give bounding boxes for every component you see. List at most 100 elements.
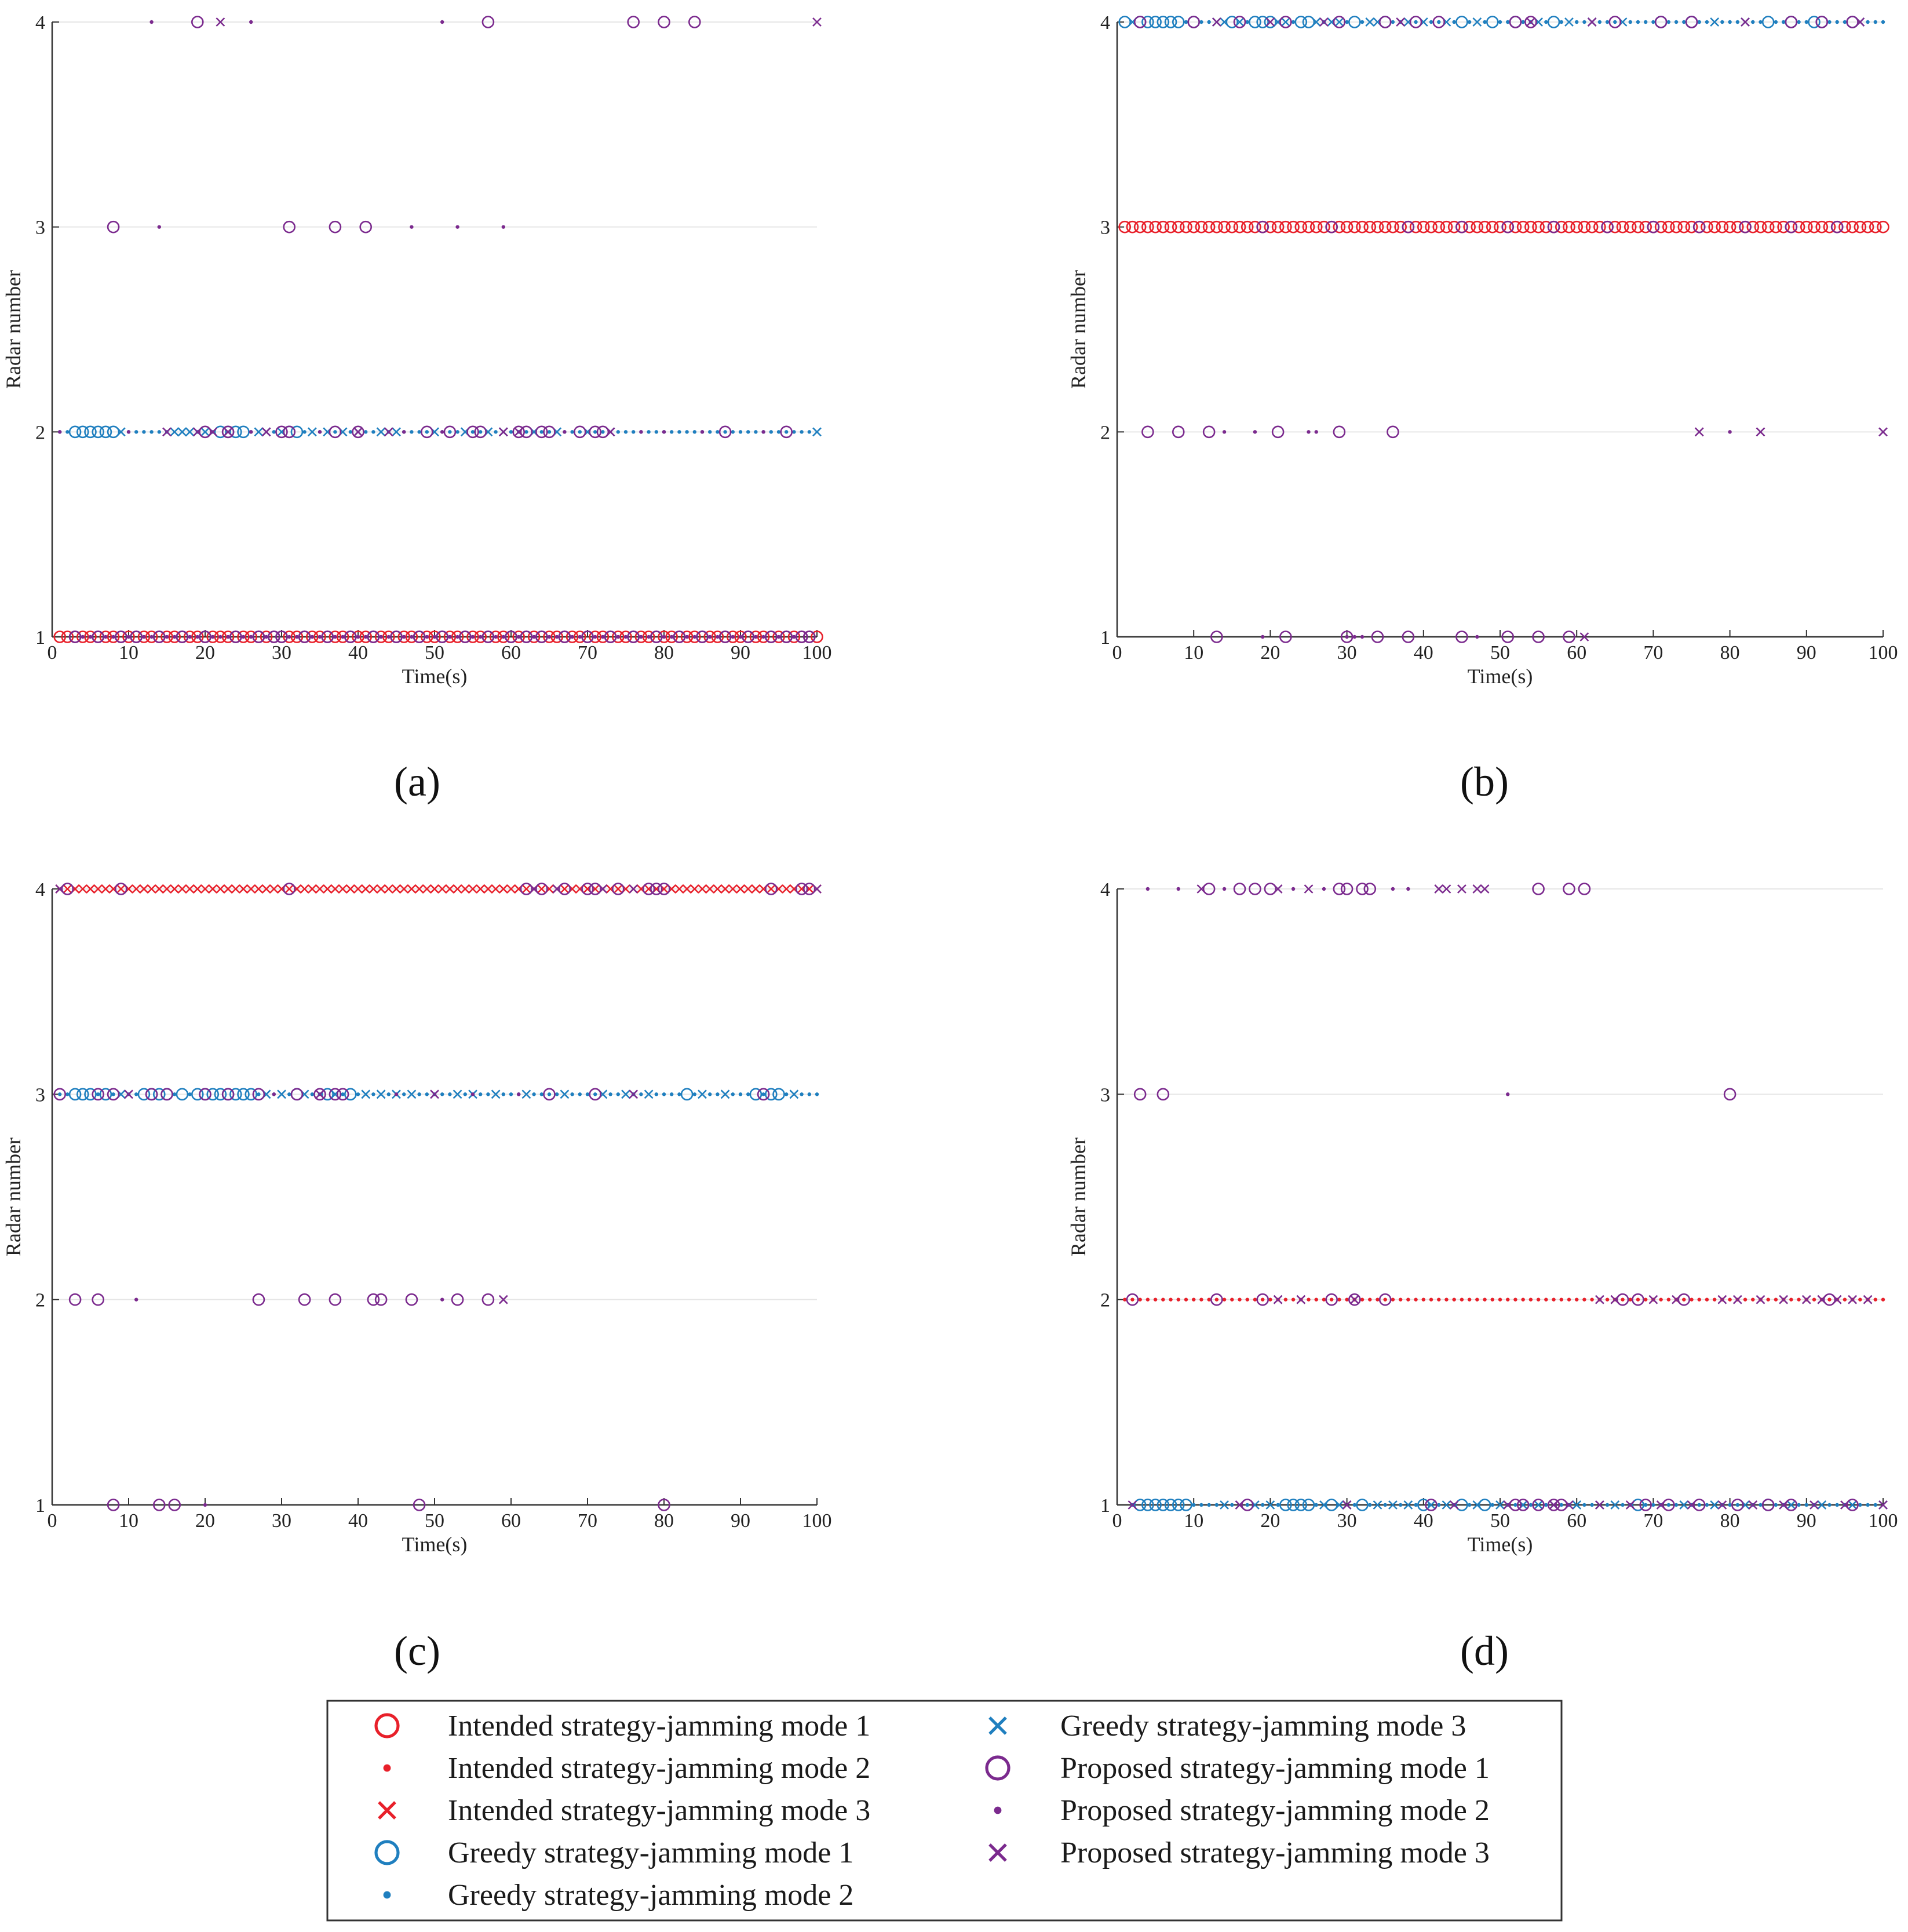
panel-c-intended-radar4-point (521, 884, 531, 894)
panel-b-greedy-radar4-point (1348, 16, 1361, 28)
panel-d-proposed-radar4-dot (1291, 887, 1296, 891)
panel-a-x-tick-label: 90 (731, 642, 750, 664)
panel-b-intended-radar3-point (1746, 220, 1760, 234)
panel-c-proposed-radar2-circle (367, 1293, 380, 1306)
panel-b-greedy-radar4-point (1797, 20, 1801, 24)
panel-c-greedy-radar3-point (257, 1092, 261, 1096)
panel-c-y-tick-label: 4 (35, 879, 45, 901)
panel-c-proposed-radar2-dot (134, 1297, 138, 1302)
panel-a-greedy-radar2-point (616, 430, 621, 434)
panel-d-greedy-radar1-point (1230, 1503, 1234, 1507)
panel-c: (c) 0 10 20 30 40 50 60 70 80 90 100 1 2 3 4 Time(s) Rad… (2, 879, 832, 1674)
panel-a-x-tick-label: 70 (578, 642, 597, 664)
panel-a-greedy-radar2-point (157, 430, 161, 434)
panel-a-greedy-radar2-point (785, 430, 789, 434)
panel-d-intended-radar2-point (1751, 1297, 1755, 1302)
panel-d-intended-radar2-point (1528, 1297, 1533, 1302)
panel-a-proposed-radar1-circle (558, 630, 571, 643)
panel-a-greedy-radar2-point (647, 430, 651, 434)
panel-d-intended-radar2-point (1444, 1297, 1449, 1302)
panel-a-intended-radar1-point (703, 630, 716, 643)
panel-a-intended-radar1-point (727, 630, 739, 643)
panel-a-intended-radar1-point (168, 630, 181, 643)
panel-c-greedy-radar3-point (440, 1092, 444, 1096)
panel-d-greedy-radar1-point (1368, 1503, 1372, 1507)
panel-b-proposed-radar4-circle (1333, 16, 1346, 28)
panel-a-intended-radar1-point (443, 630, 457, 643)
panel-b-proposed-radar1-circle (1279, 630, 1292, 643)
panel-c-x-tick-label: 30 (272, 1510, 291, 1532)
panel-a-proposed-radar2-dot (58, 430, 62, 434)
panel-a-proposed-radar1-circle (390, 630, 403, 643)
panel-a-proposed-radar1-point (670, 635, 674, 639)
panel-b-proposed-radar2-circle (1172, 425, 1185, 439)
panel-a-intended-radar1-point (734, 630, 747, 643)
panel-a-intended-radar1-point (711, 630, 724, 643)
panel-b-intended-radar3-point (1195, 220, 1208, 234)
panel-b-proposed-radar1-dot (1360, 635, 1365, 639)
panel-b-proposed-radar3-circle (1501, 220, 1515, 234)
legend-marker-5 (383, 1891, 391, 1899)
panel-b-proposed-radar4-circle (1233, 16, 1246, 28)
panel-d-proposed-radar2-cross (1595, 1295, 1604, 1304)
panel-b-intended-radar3-point (1624, 220, 1637, 234)
panel-a-greedy-radar2-point (654, 430, 659, 434)
panel-c-intended-radar4-point (300, 884, 309, 894)
panel-c-proposed-radar4-circle (535, 883, 548, 895)
panel-d-proposed-radar2-circle (1210, 1293, 1223, 1306)
panel-d-intended-radar2-point (1169, 1297, 1173, 1302)
panel-b-intended-radar3-point (1149, 220, 1162, 234)
panel-b-intended-radar3-point (1249, 220, 1261, 234)
panel-d-greedy-radar1-point (1442, 1500, 1451, 1510)
panel-b-greedy-radar4-point (1414, 20, 1418, 24)
panel-b-greedy-radar4-point (1455, 16, 1468, 28)
panel-d-proposed-radar1-circle (1509, 1499, 1522, 1511)
panel-a-proposed-radar1-point (532, 635, 536, 639)
panel-d-intended-radar2-point (1789, 1297, 1793, 1302)
panel-d-intended-radar2-point (1690, 1297, 1694, 1302)
panel-a-greedy-radar2-point (417, 430, 421, 434)
panel-d-greedy-radar1-point (1759, 1503, 1763, 1507)
panel-a-proposed-radar2-circle (283, 425, 296, 439)
panel-c-proposed-radar3-circle (252, 1088, 265, 1101)
panel-a-y-tick-label: 2 (35, 422, 45, 443)
panel-b-proposed-radar2-circle (1141, 425, 1154, 439)
panel-a-intended-radar1-point (206, 630, 220, 643)
panel-b-proposed-radar2-dot (1314, 430, 1318, 434)
panel-a-proposed-radar1-point (126, 635, 131, 639)
panel-a-greedy-radar2-point (76, 425, 89, 439)
panel-a-intended-radar1-point (359, 630, 373, 643)
panel-b-intended-radar3-point (1387, 220, 1399, 234)
panel-a-proposed-radar3-dot (501, 225, 505, 229)
panel-d-greedy-radar1-point (1632, 1499, 1644, 1511)
panel-c-intended-radar4-point (132, 884, 141, 894)
panel-d-proposed-radar1-cross (1687, 1500, 1697, 1510)
panel-d-proposed-radar2-cross (1732, 1295, 1742, 1304)
panel-a-intended-radar1-point (658, 630, 670, 643)
panel-d-greedy-radar1-point (1398, 1503, 1403, 1507)
panel-a-proposed-radar1-point (761, 635, 765, 639)
panel-b-greedy-radar4-point (1184, 20, 1188, 24)
panel-b-intended-radar3-point (1777, 220, 1790, 234)
panel-b-greedy-radar4-point (1575, 20, 1579, 24)
panel-a-intended-radar1-point (397, 630, 411, 643)
panel-c-greedy-radar3-point (692, 1092, 697, 1096)
panel-c-greedy-radar3-point (539, 1092, 543, 1096)
panel-c-intended-radar4-point (170, 884, 180, 894)
panel-d-proposed-radar1-cross (1549, 1500, 1559, 1510)
panel-d-proposed-radar3-circle (1723, 1088, 1736, 1101)
panel-a-proposed-radar1-point (692, 635, 697, 639)
panel-c-proposed-radar3-circle (199, 1088, 211, 1101)
panel-b-proposed-radar4-cross (1526, 17, 1535, 27)
panel-b-intended-radar3-point (1172, 220, 1185, 234)
panel-c-greedy-radar3-point (237, 1088, 250, 1101)
panel-b-greedy-radar4-point (1881, 20, 1885, 24)
panel-d-proposed-radar4-cross (1442, 884, 1451, 894)
legend-label-7: Proposed strategy-jamming mode 1 (1060, 1752, 1490, 1785)
panel-b-proposed-radar4-circle (1432, 16, 1446, 28)
panel-b-proposed-radar4-circle (1785, 16, 1798, 28)
panel-c-intended-radar4-point (560, 884, 570, 894)
panel-c-greedy-radar3-point (509, 1092, 513, 1096)
panel-b-intended-radar3-point (1716, 220, 1729, 234)
panel-a-proposed-radar1-point (601, 635, 605, 639)
